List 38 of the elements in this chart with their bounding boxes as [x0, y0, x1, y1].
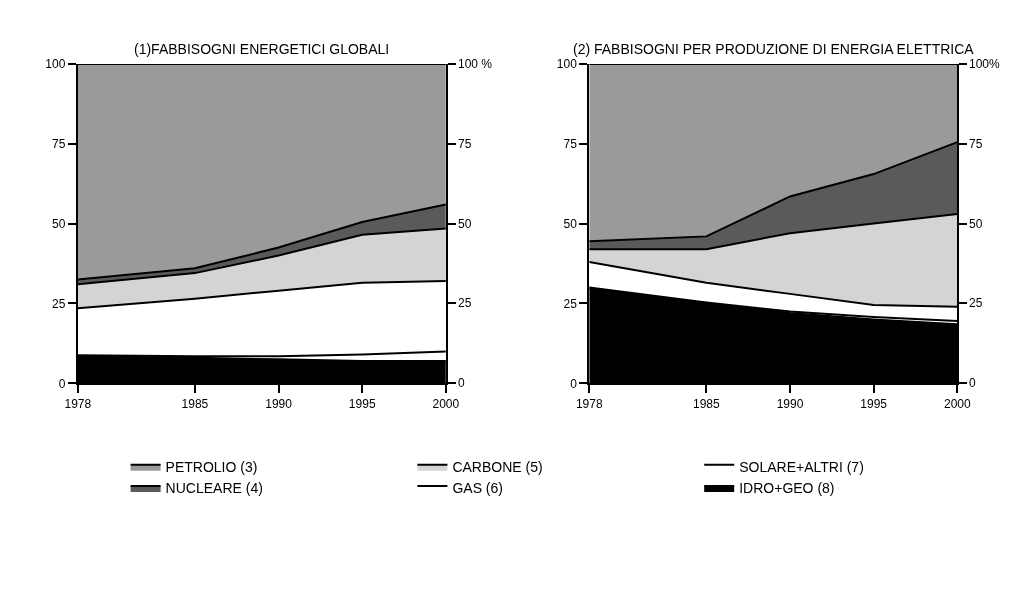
y2-tick-label: 100%	[969, 57, 1001, 71]
legend-label: GAS (6)	[452, 480, 503, 497]
x-tick-label: 1995	[348, 396, 376, 411]
legend-label: CARBONE (5)	[452, 459, 543, 476]
y2-tick-label: 75	[458, 137, 472, 151]
x-tick-label: 1978	[575, 396, 603, 411]
x-tick-label: 2000	[432, 396, 460, 411]
y-tick-label: 0	[570, 376, 578, 391]
y-tick-label: 25	[52, 296, 66, 311]
y-tick-label: 50	[563, 216, 578, 231]
x-tick-label: 1985	[693, 396, 721, 411]
legend-label: NUCLEARE (4)	[165, 480, 263, 497]
y2-tick-label: 0	[969, 376, 976, 390]
y2-tick-label: 25	[458, 296, 472, 310]
y2-tick-label: 25	[969, 296, 983, 310]
x-tick-label: 1995	[860, 396, 888, 411]
y-tick-label: 100	[556, 57, 578, 72]
x-tick-label: 1990	[776, 396, 804, 411]
legend-label: IDRO+GEO (8)	[739, 480, 835, 497]
x-tick-label: 1978	[64, 396, 92, 411]
y2-tick-label: 50	[458, 217, 472, 231]
y-tick-label: 0	[58, 376, 66, 391]
chart-title: (1)FABBISOGNI ENERGETICI GLOBALI	[134, 41, 390, 57]
x-tick-label: 1985	[181, 396, 209, 411]
y2-tick-label: 0	[458, 376, 465, 390]
y-tick-label: 50	[52, 216, 66, 231]
chart-title: (2) FABBISOGNI PER PRODUZIONE DI ENERGIA ELETTRICA	[573, 41, 975, 57]
legend-label: PETROLIO (3)	[165, 459, 258, 476]
y-tick-label: 100	[45, 57, 66, 72]
y2-tick-label: 50	[969, 217, 983, 231]
x-tick-label: 2000	[943, 396, 971, 411]
y-tick-label: 25	[563, 296, 578, 311]
x-tick-label: 1990	[265, 396, 293, 411]
y2-tick-label: 100 %	[458, 57, 493, 71]
y2-tick-label: 75	[969, 137, 983, 151]
y-tick-label: 75	[52, 136, 66, 151]
legend-label: SOLARE+ALTRI (7)	[739, 459, 864, 476]
y-tick-label: 75	[563, 136, 578, 151]
